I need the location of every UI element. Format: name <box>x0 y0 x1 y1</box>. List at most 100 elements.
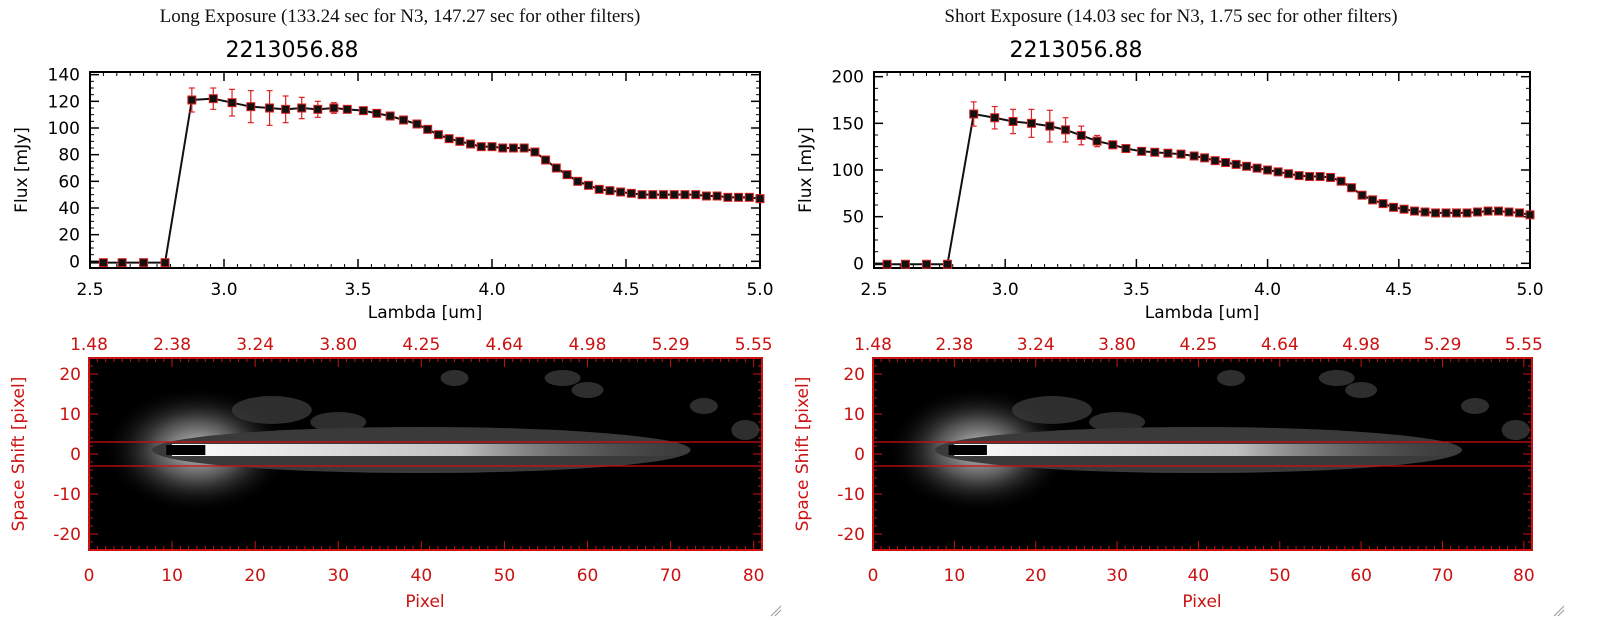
data-point <box>626 188 636 198</box>
wavelength-tick-label: 5.29 <box>1424 335 1462 355</box>
shift-tick-label: -20 <box>53 525 81 545</box>
spectrum-ticks <box>89 72 761 268</box>
spatial-image <box>873 358 1532 550</box>
space-shift-axis-label: Space Shift [pixel] <box>793 377 813 532</box>
wavelength-tick-label: 3.24 <box>1017 335 1055 355</box>
data-point <box>942 259 952 269</box>
spectrum-x-tick-labels: 2.5 3.0 3.5 4.0 4.5 5.0 <box>76 280 773 300</box>
space-shift-y-tick-labels: 20 10 0 -10 -20 <box>53 365 81 545</box>
data-point <box>734 192 744 202</box>
shift-tick-label: 0 <box>70 445 81 465</box>
spectrum-line <box>874 112 1531 266</box>
shift-tick-label: 10 <box>843 405 865 425</box>
spatial-image-ticks <box>88 358 763 550</box>
x-tick-label: 4.5 <box>612 280 639 300</box>
data-point <box>98 258 108 268</box>
space-shift-y-tick-labels: 20 10 0 -10 -20 <box>837 365 865 545</box>
data-point <box>399 115 409 125</box>
saturated-core <box>948 445 987 455</box>
x-tick-label: 2.5 <box>860 280 887 300</box>
pixel-tick-label: 70 <box>660 566 682 586</box>
wavelength-top-tick-labels: 1.48 2.38 3.24 3.80 4.25 4.64 4.98 5.29 5.55 <box>70 335 773 355</box>
background-blob <box>689 398 718 414</box>
shift-tick-label: 20 <box>843 365 865 385</box>
data-point <box>551 163 561 173</box>
pixel-tick-label: 20 <box>244 566 266 586</box>
background-blob <box>231 396 312 424</box>
y-tick-label: 80 <box>58 146 80 166</box>
data-point <box>691 190 701 200</box>
y-tick-label: 200 <box>832 68 864 88</box>
pixel-tick-label: 10 <box>944 566 966 586</box>
data-point <box>423 124 433 134</box>
x-tick-label: 3.0 <box>992 280 1019 300</box>
data-point <box>755 194 765 204</box>
data-point <box>605 186 615 196</box>
wavelength-tick-label: 5.55 <box>735 335 773 355</box>
data-point <box>1108 140 1118 150</box>
plot-title: 2213056.88 <box>1010 38 1143 63</box>
pixel-x-tick-labels: 0 10 20 30 40 50 60 70 80 <box>84 566 765 586</box>
exposure-header: Short Exposure (14.03 sec for N3, 1.75 s… <box>944 6 1397 27</box>
data-point <box>313 104 323 114</box>
pixel-tick-label: 50 <box>1269 566 1291 586</box>
wavelength-tick-label: 4.64 <box>1261 335 1299 355</box>
data-point <box>1231 159 1241 169</box>
data-point <box>1305 172 1315 182</box>
spectrum-series <box>874 101 1535 269</box>
data-point <box>1525 210 1535 220</box>
spectrum-y-tick-labels: 0 50 100 150 200 <box>832 68 864 275</box>
x-tick-label: 5.0 <box>1516 280 1543 300</box>
pixel-axis-label: Pixel <box>1182 592 1221 612</box>
data-point <box>1150 147 1160 157</box>
pixel-tick-label: 60 <box>577 566 599 586</box>
data-point <box>508 143 518 153</box>
data-point <box>476 142 486 152</box>
background-blob <box>310 412 367 432</box>
data-point <box>1515 208 1525 218</box>
data-point <box>358 106 368 116</box>
spectrum-x-tick-labels: 2.5 3.0 3.5 4.0 4.5 5.0 <box>860 280 1543 300</box>
y-tick-label: 120 <box>48 92 80 112</box>
wavelength-top-tick-labels: 1.48 2.38 3.24 3.80 4.25 4.64 4.98 5.29 5.55 <box>854 335 1543 355</box>
data-point <box>1473 207 1483 217</box>
wavelength-tick-label: 3.24 <box>236 335 274 355</box>
data-point <box>1504 207 1514 217</box>
data-point <box>342 104 352 114</box>
data-point <box>712 191 722 201</box>
data-point <box>466 139 476 149</box>
data-point <box>281 104 291 114</box>
wavelength-tick-label: 1.48 <box>854 335 892 355</box>
data-point <box>990 113 1000 123</box>
x-tick-label: 4.0 <box>478 280 505 300</box>
pixel-tick-label: 20 <box>1025 566 1047 586</box>
data-point <box>637 190 647 200</box>
data-point <box>1462 208 1472 218</box>
pixel-tick-label: 80 <box>1513 566 1535 586</box>
shift-tick-label: -10 <box>837 485 865 505</box>
wavelength-tick-label: 2.38 <box>153 335 191 355</box>
data-point <box>882 259 892 269</box>
data-point <box>1326 172 1336 182</box>
data-point <box>701 191 711 201</box>
resize-grip-icon[interactable] <box>1553 605 1565 617</box>
wavelength-tick-label: 4.25 <box>402 335 440 355</box>
data-point <box>573 176 583 186</box>
data-point <box>562 170 572 180</box>
x-tick-label: 5.0 <box>746 280 773 300</box>
data-point <box>1494 206 1504 216</box>
data-point <box>329 103 339 113</box>
background-blob <box>731 420 760 440</box>
data-point <box>680 190 690 200</box>
background-blob <box>1216 370 1245 386</box>
shift-tick-label: 10 <box>59 405 81 425</box>
data-point <box>1368 195 1378 205</box>
data-point <box>455 136 465 146</box>
data-point <box>372 108 382 118</box>
short-exposure-panel: Short Exposure (14.03 sec for N3, 1.75 s… <box>784 0 1584 630</box>
resize-grip-icon[interactable] <box>770 605 782 617</box>
data-point <box>669 190 679 200</box>
background-blob <box>1345 382 1378 398</box>
space-shift-axis-label: Space Shift [pixel] <box>9 377 29 532</box>
data-point <box>723 192 733 202</box>
